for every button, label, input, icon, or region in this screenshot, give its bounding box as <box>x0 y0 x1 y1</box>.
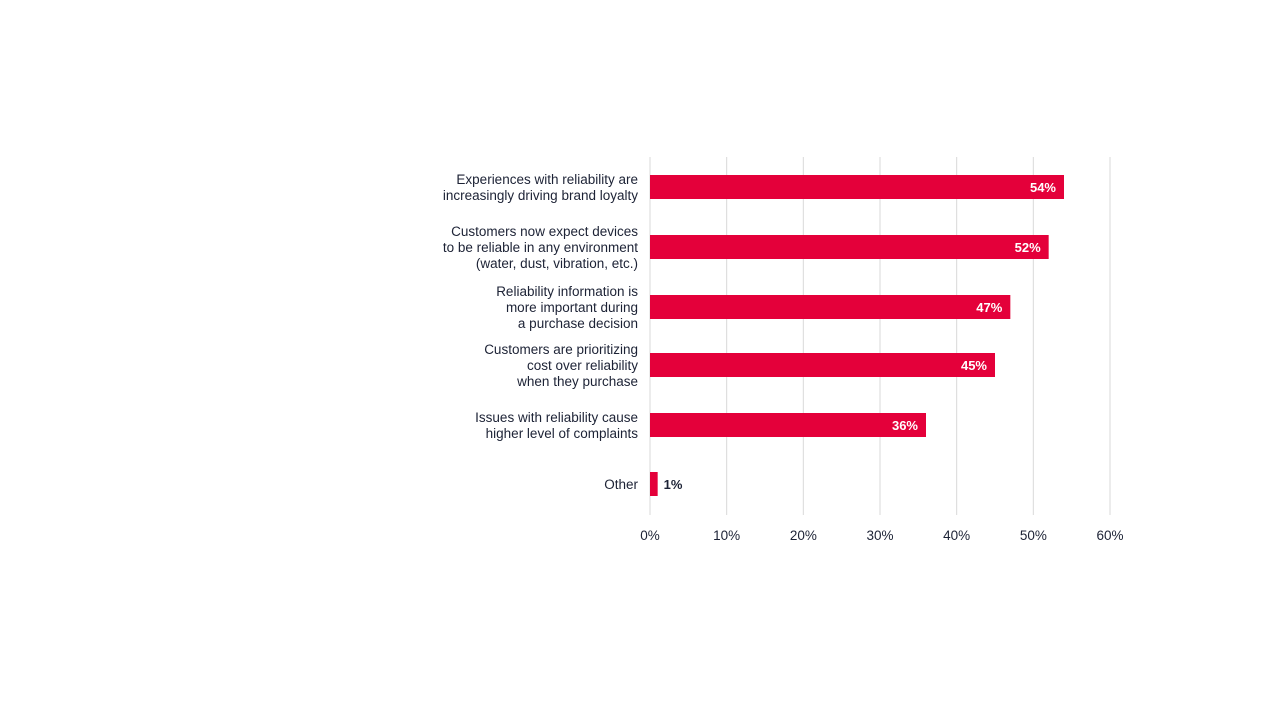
category-label: increasingly driving brand loyalty <box>443 188 638 203</box>
data-label: 47% <box>976 300 1002 315</box>
x-tick-label: 50% <box>1020 528 1047 543</box>
x-tick-label: 40% <box>943 528 970 543</box>
x-tick-label: 60% <box>1096 528 1123 543</box>
category-label: (water, dust, vibration, etc.) <box>476 256 638 271</box>
category-label: Experiences with reliability are <box>456 172 638 187</box>
category-label: Customers now expect devices <box>451 224 638 239</box>
x-tick-label: 30% <box>866 528 893 543</box>
data-label: 36% <box>892 418 918 433</box>
bar <box>650 353 995 377</box>
x-tick-label: 20% <box>790 528 817 543</box>
data-label: 1% <box>664 477 683 492</box>
category-label: more important during <box>506 300 638 315</box>
category-label: when they purchase <box>516 374 638 389</box>
data-label: 52% <box>1015 240 1041 255</box>
category-label: Other <box>604 477 638 492</box>
category-label: Issues with reliability cause <box>475 410 638 425</box>
x-tick-label: 0% <box>640 528 660 543</box>
category-label: a purchase decision <box>518 316 638 331</box>
category-label: Reliability information is <box>496 284 638 299</box>
category-label: Customers are prioritizing <box>484 342 638 357</box>
bar <box>650 295 1011 319</box>
category-label: higher level of complaints <box>486 426 639 441</box>
bar <box>650 235 1049 259</box>
category-label: to be reliable in any environment <box>443 240 638 255</box>
data-label: 45% <box>961 358 987 373</box>
category-label: cost over reliability <box>527 358 638 373</box>
data-label: 54% <box>1030 180 1056 195</box>
bar <box>650 413 926 437</box>
bar <box>650 472 658 496</box>
x-tick-label: 10% <box>713 528 740 543</box>
bar <box>650 175 1064 199</box>
